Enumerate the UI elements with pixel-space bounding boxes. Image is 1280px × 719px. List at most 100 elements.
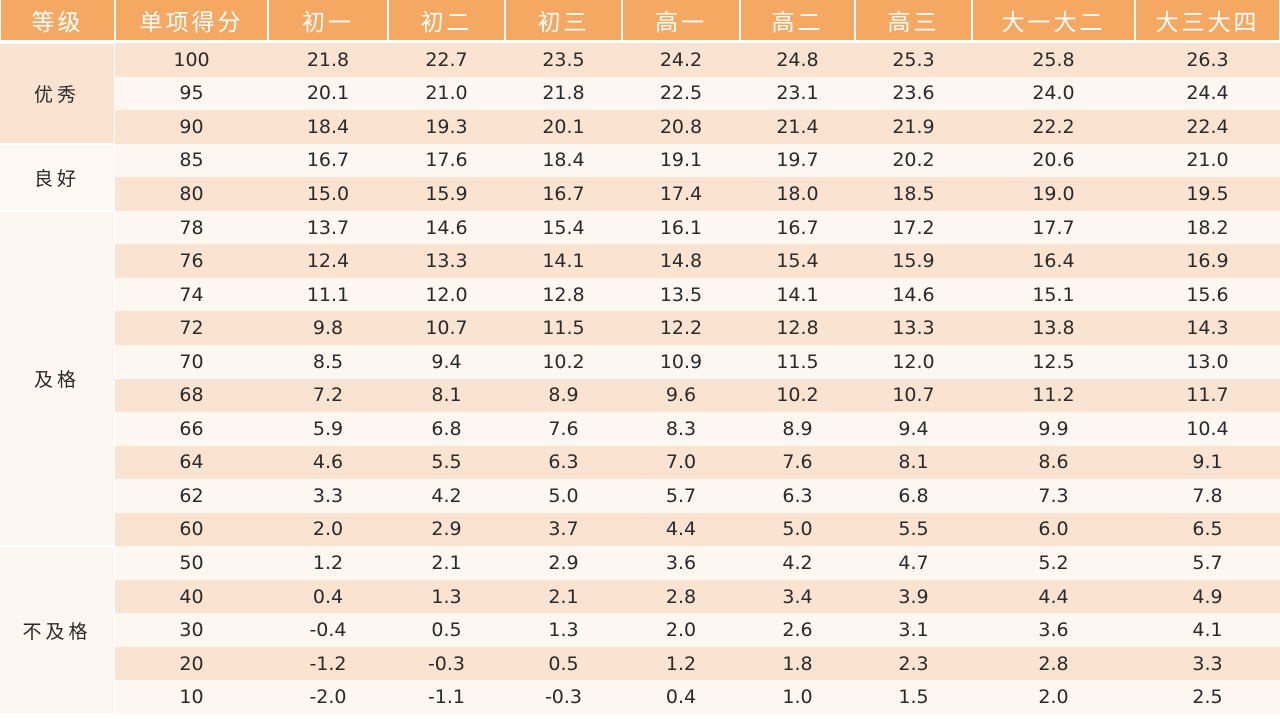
data-cell: 20.8 (659, 115, 703, 138)
data-cell: 64 (179, 451, 204, 474)
data-cell: 10.2 (776, 384, 819, 407)
data-cell: 9.4 (898, 417, 929, 440)
data-cell: 2.9 (431, 518, 462, 541)
data-cell: 11.5 (542, 317, 585, 340)
data-cell: 19.0 (1032, 182, 1075, 205)
data-cell: 21.9 (892, 115, 935, 138)
row-bg (115, 344, 1280, 379)
row-bg (115, 646, 1280, 681)
data-cell: 8.9 (782, 417, 813, 440)
data-cell: 20.1 (542, 115, 585, 138)
data-cell: 14.8 (659, 250, 703, 273)
data-cell: 19.7 (776, 149, 819, 172)
data-cell: 19.1 (659, 149, 703, 172)
data-cell: 21.4 (776, 115, 819, 138)
row-bg (115, 110, 1280, 144)
row-bg (115, 445, 1280, 480)
data-cell: 19.3 (425, 115, 468, 138)
data-cell: 21.8 (306, 48, 350, 71)
data-cell: 14.6 (425, 216, 468, 239)
header-cell: 高二 (741, 0, 854, 40)
data-cell: 30 (179, 619, 204, 642)
header-cell: 初一 (269, 0, 387, 40)
data-cell: 1.3 (431, 585, 462, 608)
data-cell: 7.2 (312, 384, 344, 407)
data-cell: 14.6 (892, 283, 935, 306)
data-cell: 24.0 (1032, 82, 1075, 105)
data-cell: 1.8 (782, 652, 813, 675)
data-cell: 5.9 (312, 417, 344, 440)
data-cell: 2.8 (665, 585, 697, 608)
data-cell: 20.6 (1032, 149, 1075, 172)
data-cell: 90 (179, 115, 204, 138)
data-cell: 15.9 (425, 182, 468, 205)
data-cell: 20 (179, 652, 204, 675)
data-cell: 9.1 (1192, 451, 1223, 474)
data-cell: 0.5 (431, 619, 462, 642)
data-cell: 11.7 (1186, 384, 1229, 407)
data-cell: 10.7 (892, 384, 935, 407)
row-bg (115, 143, 1280, 178)
data-cell: 12.2 (659, 317, 703, 340)
data-cell: 13.7 (306, 216, 350, 239)
data-cell: -2.0 (309, 686, 347, 709)
data-cell: 68 (179, 384, 204, 407)
data-cell: 15.9 (892, 250, 935, 273)
data-cell: 3.4 (782, 585, 813, 608)
data-cell: 11.1 (306, 283, 350, 306)
data-cell: 4.6 (312, 451, 344, 474)
data-cell: 25.8 (1032, 48, 1075, 71)
data-cell: 24.8 (776, 48, 819, 71)
data-cell: 5.5 (431, 451, 462, 474)
row-bg (115, 244, 1280, 278)
data-cell: 11.5 (776, 350, 819, 373)
data-cell: -1.2 (309, 652, 347, 675)
data-cell: 14.1 (542, 250, 585, 273)
header-cell: 初二 (389, 0, 504, 40)
data-cell: 11.2 (1032, 384, 1075, 407)
data-cell: 15.4 (776, 250, 819, 273)
data-cell: 4.4 (665, 518, 697, 541)
data-cell: 22.4 (1186, 115, 1229, 138)
row-bg (115, 76, 1280, 111)
row-bg (115, 579, 1280, 614)
data-cell: 8.9 (548, 384, 579, 407)
data-cell: 1.0 (782, 686, 813, 709)
row-bg (115, 177, 1280, 211)
data-cell: 1.5 (898, 686, 929, 709)
data-cell: 12.4 (306, 250, 350, 273)
data-cell: -0.3 (427, 652, 466, 675)
data-cell: 18.4 (542, 149, 585, 172)
data-cell: 10.4 (1186, 417, 1229, 440)
data-cell: -0.3 (544, 686, 583, 709)
data-cell: 3.3 (1192, 652, 1223, 675)
data-cell: 15.4 (542, 216, 585, 239)
data-cell: 4.7 (898, 552, 929, 575)
data-cell: 18.4 (306, 115, 350, 138)
data-cell: 5.7 (665, 484, 697, 507)
data-cell: 22.5 (659, 82, 703, 105)
header-cell: 单项得分 (116, 0, 267, 40)
data-cell: 6.0 (1038, 518, 1069, 541)
data-cell: 2.1 (431, 552, 462, 575)
data-cell: 12.0 (425, 283, 468, 306)
grade-cell: 良好 (0, 144, 114, 210)
data-cell: 13.3 (425, 250, 468, 273)
header-cell: 高三 (856, 0, 971, 40)
row-bg (115, 277, 1280, 312)
data-cell: 16.7 (542, 182, 585, 205)
data-cell: 12.5 (1032, 350, 1075, 373)
data-cell: 3.7 (548, 518, 579, 541)
data-cell: 8.3 (665, 417, 697, 440)
data-cell: 20.2 (892, 149, 935, 172)
data-cell: 6.8 (431, 417, 462, 440)
data-cell: 10.9 (659, 350, 703, 373)
data-cell: 15.6 (1186, 283, 1229, 306)
data-cell: -1.1 (427, 686, 466, 709)
data-cell: 10 (179, 686, 204, 709)
row-bg (115, 43, 1280, 77)
grade-cell: 及格 (0, 211, 114, 546)
data-cell: 21.0 (1186, 149, 1229, 172)
data-cell: 8.5 (312, 350, 344, 373)
data-cell: 18.0 (776, 182, 819, 205)
